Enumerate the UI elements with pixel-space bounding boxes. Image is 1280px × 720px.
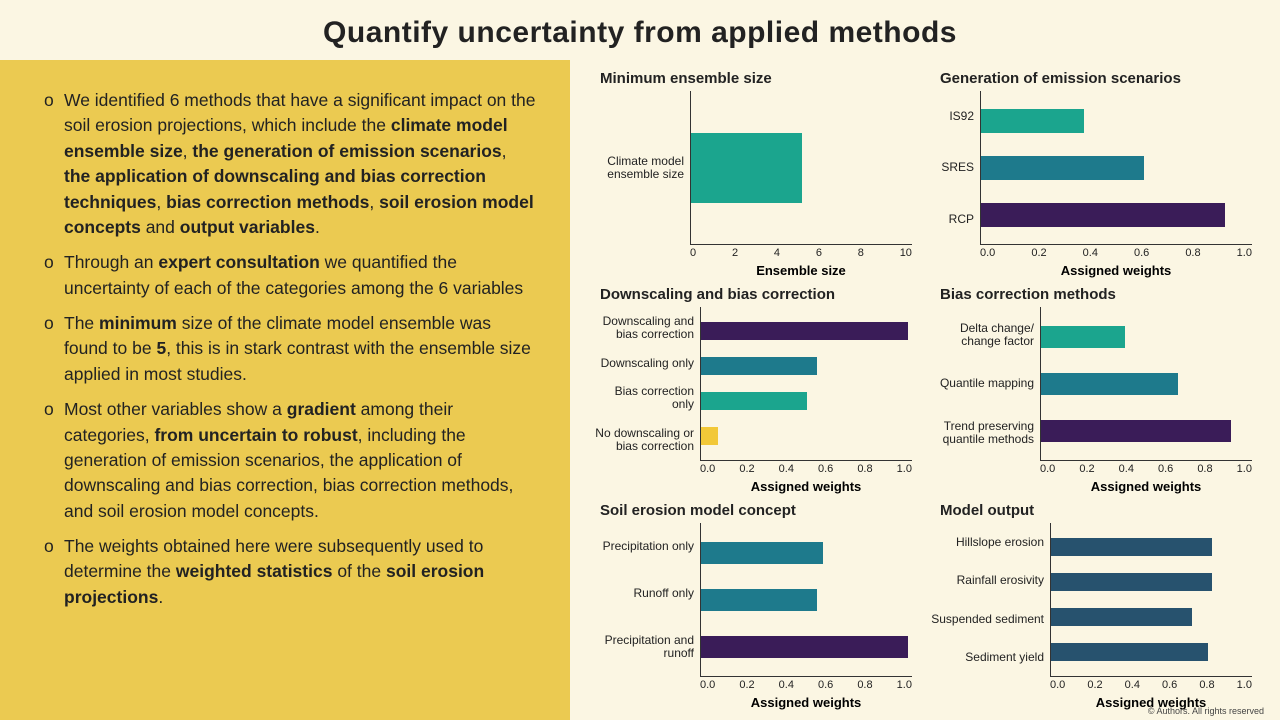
bar [1051, 573, 1212, 591]
chart-title: Model output [930, 502, 1252, 519]
bar-label: Sediment yield [930, 651, 1044, 664]
chart: Bias correction methods Delta change/ cha… [930, 286, 1252, 494]
xtick: 0.0 [700, 463, 715, 475]
bar [981, 156, 1144, 180]
bar-label: Precipitation only [590, 540, 694, 553]
bar-label: Bias correction only [590, 385, 694, 411]
xtick: 0.2 [1079, 463, 1094, 475]
bar-label: RCP [930, 213, 974, 226]
chart: Minimum ensemble size Climate model ensem… [590, 70, 912, 278]
bar-label: Downscaling only [590, 357, 694, 370]
xtick: 0.0 [700, 679, 715, 691]
bar [701, 636, 908, 658]
xtick: 10 [900, 247, 912, 259]
xtick: 0.6 [1158, 463, 1173, 475]
xtick: 0.8 [1185, 247, 1200, 259]
bar-label: Trend preserving quantile methods [930, 420, 1034, 446]
bullet-item: Through an expert consultation we quanti… [44, 250, 536, 301]
bar [1051, 608, 1192, 626]
bar [701, 427, 718, 445]
xtick: 0.2 [739, 463, 754, 475]
chart-title: Minimum ensemble size [590, 70, 912, 87]
xtick: 6 [816, 247, 822, 259]
xtick: 0.0 [1050, 679, 1065, 691]
xtick: 1.0 [897, 463, 912, 475]
xtick: 4 [774, 247, 780, 259]
bar-label: Suspended sediment [930, 613, 1044, 626]
xtick: 1.0 [1237, 247, 1252, 259]
x-axis-label: Assigned weights [1040, 479, 1252, 494]
chart-title: Bias correction methods [930, 286, 1252, 303]
bar [981, 109, 1084, 133]
bar-label: SRES [930, 161, 974, 174]
bar [701, 392, 807, 410]
xtick: 0.8 [1199, 679, 1214, 691]
chart-title: Downscaling and bias correction [590, 286, 912, 303]
x-axis-label: Assigned weights [700, 479, 912, 494]
bar [701, 589, 817, 611]
bullet-item: The minimum size of the climate model en… [44, 311, 536, 387]
bar-label: Downscaling and bias correction [590, 315, 694, 341]
bar [691, 133, 802, 203]
bar [1051, 643, 1208, 661]
bar-label: Hillslope erosion [930, 536, 1044, 549]
bar-label: Precipitation and runoff [590, 634, 694, 660]
bar [701, 542, 823, 564]
bar-label: Delta change/ change factor [930, 322, 1034, 348]
bar-label: Quantile mapping [930, 377, 1034, 390]
xtick: 0.2 [1031, 247, 1046, 259]
xtick: 2 [732, 247, 738, 259]
bullet-panel: We identified 6 methods that have a sign… [0, 60, 570, 720]
xtick: 0.0 [1040, 463, 1055, 475]
xtick: 0.8 [857, 463, 872, 475]
chart: Soil erosion model concept Precipitation … [590, 502, 912, 710]
bar [1041, 373, 1178, 395]
xtick: 0.6 [818, 463, 833, 475]
xtick: 0.0 [980, 247, 995, 259]
chart: Generation of emission scenarios IS92 SRES… [930, 70, 1252, 278]
bar-label: Climate model ensemble size [590, 155, 684, 181]
bar [701, 357, 817, 375]
x-axis-label: Assigned weights [980, 263, 1252, 278]
charts-grid: Minimum ensemble size Climate model ensem… [570, 60, 1280, 720]
xtick: 1.0 [1237, 679, 1252, 691]
chart-title: Generation of emission scenarios [930, 70, 1252, 87]
page-title: Quantify uncertainty from applied method… [0, 0, 1280, 60]
bar-label: No downscaling or bias correction [590, 427, 694, 453]
xtick: 0.4 [779, 679, 794, 691]
chart: Model output Hillslope erosion Rainfall er… [930, 502, 1252, 710]
xtick: 0.8 [857, 679, 872, 691]
xtick: 0.4 [1125, 679, 1140, 691]
xtick: 0.4 [1119, 463, 1134, 475]
bar-label: Rainfall erosivity [930, 574, 1044, 587]
bullet-item: The weights obtained here were subsequen… [44, 534, 536, 610]
xtick: 0.8 [1197, 463, 1212, 475]
x-axis-label: Ensemble size [690, 263, 912, 278]
x-axis-label: Assigned weights [700, 695, 912, 710]
xtick: 1.0 [897, 679, 912, 691]
bar [1041, 326, 1125, 348]
xtick: 0 [690, 247, 696, 259]
chart-title: Soil erosion model concept [590, 502, 912, 519]
xtick: 0.6 [1162, 679, 1177, 691]
xtick: 0.4 [1083, 247, 1098, 259]
main-content: We identified 6 methods that have a sign… [0, 60, 1280, 720]
bullet-item: We identified 6 methods that have a sign… [44, 88, 536, 240]
bar [701, 322, 908, 340]
bar [1051, 538, 1212, 556]
xtick: 8 [858, 247, 864, 259]
xtick: 0.2 [739, 679, 754, 691]
xtick: 1.0 [1237, 463, 1252, 475]
bar [981, 203, 1225, 227]
xtick: 0.4 [779, 463, 794, 475]
xtick: 0.6 [1134, 247, 1149, 259]
bar [1041, 420, 1231, 442]
bar-label: Runoff only [590, 587, 694, 600]
bullet-item: Most other variables show a gradient amo… [44, 397, 536, 524]
bar-label: IS92 [930, 110, 974, 123]
copyright-footer: © Authors. All rights reserved [1148, 706, 1264, 716]
chart: Downscaling and bias correction Downscali… [590, 286, 912, 494]
xtick: 0.6 [818, 679, 833, 691]
xtick: 0.2 [1087, 679, 1102, 691]
